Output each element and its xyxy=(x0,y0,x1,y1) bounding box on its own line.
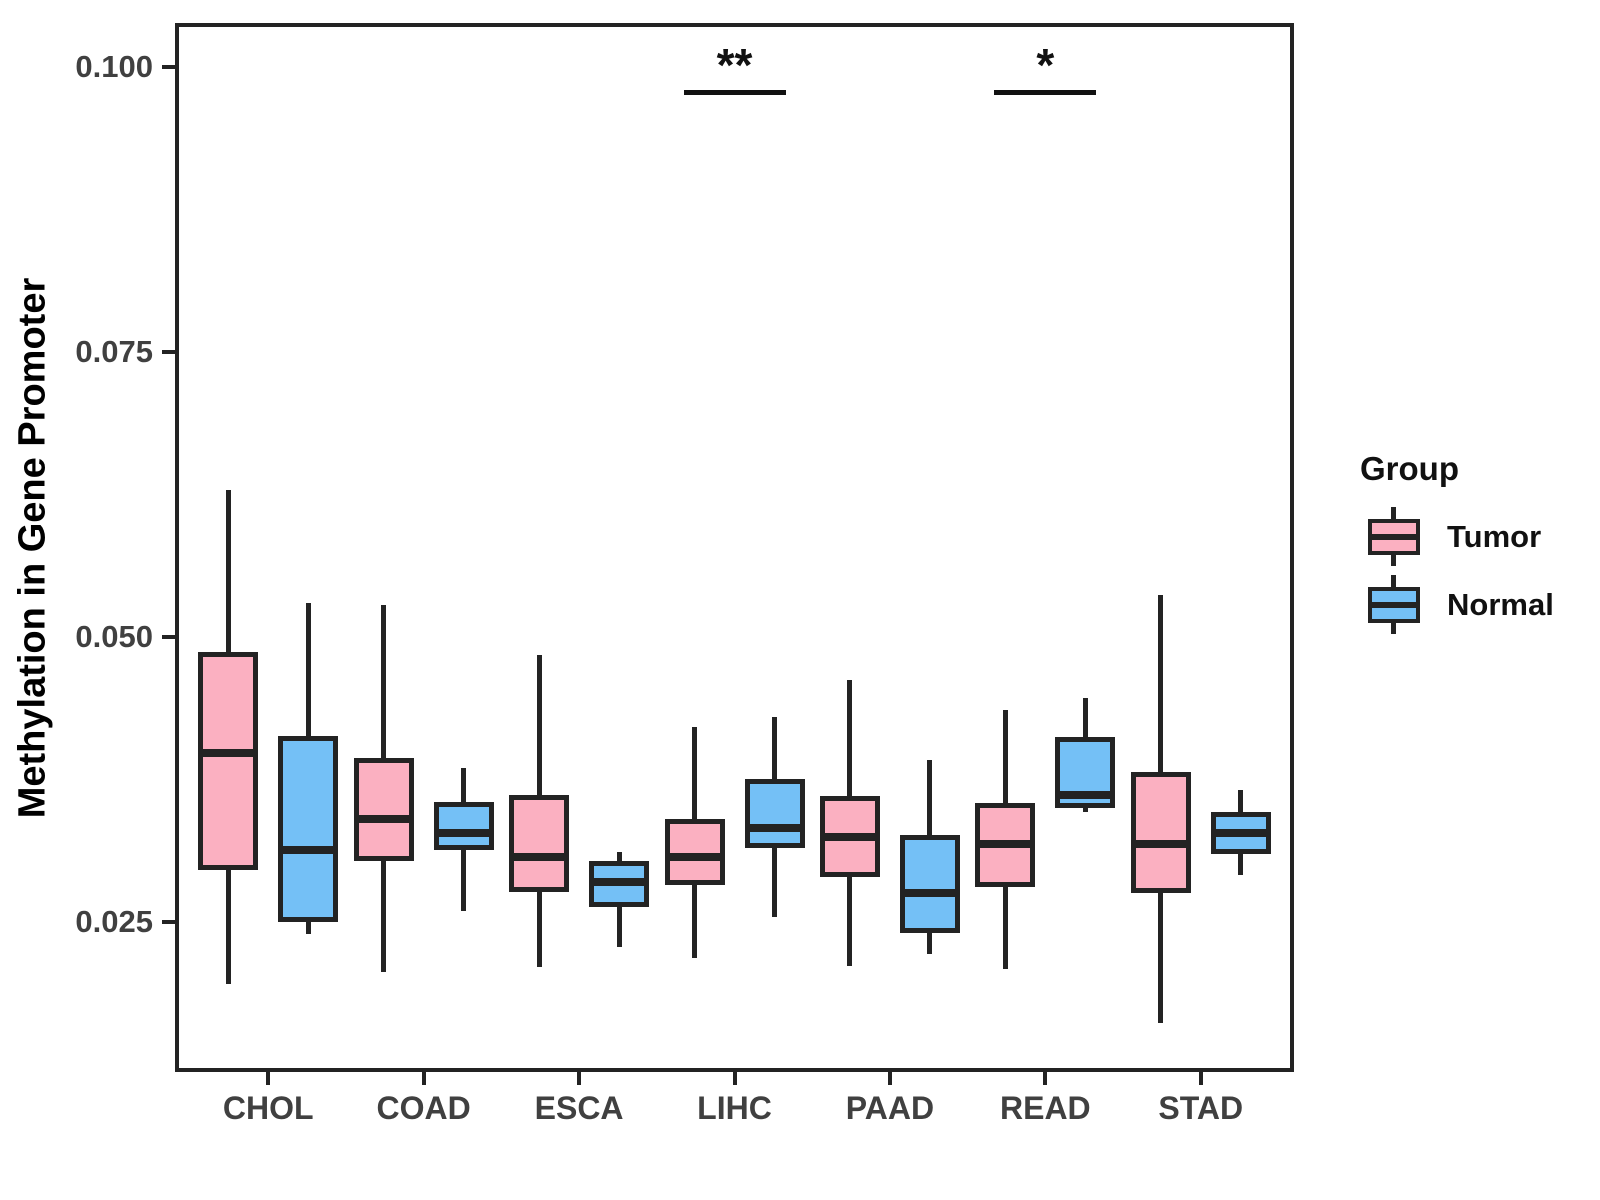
tumor-median-LIHC xyxy=(669,852,720,861)
legend-tumor-median xyxy=(1372,534,1416,540)
tumor-box-ESCA xyxy=(509,795,570,893)
tumor-box-STAD xyxy=(1130,772,1191,894)
y-axis-tick xyxy=(162,65,175,70)
legend-tumor-label: Tumor xyxy=(1447,519,1542,554)
x-axis-tick-label: COAD xyxy=(376,1090,471,1126)
normal-median-ESCA xyxy=(594,877,645,886)
normal-box-COAD xyxy=(433,802,494,850)
x-axis-tick xyxy=(1043,1072,1048,1085)
y-axis-tick-label: 0.025 xyxy=(75,903,153,939)
tumor-median-ESCA xyxy=(514,852,565,861)
normal-box-PAAD xyxy=(899,835,960,934)
significance-bar-READ xyxy=(994,90,1097,96)
x-axis-tick-label: READ xyxy=(999,1090,1091,1126)
significance-bar-LIHC xyxy=(683,90,786,96)
x-axis-tick xyxy=(577,1072,582,1085)
tumor-median-STAD xyxy=(1135,840,1186,849)
significance-label-LIHC: ** xyxy=(716,39,753,92)
tumor-median-READ xyxy=(980,840,1031,849)
legend-title: Group xyxy=(1360,450,1459,487)
normal-box-LIHC xyxy=(744,779,805,848)
x-axis-tick-label: LIHC xyxy=(697,1090,772,1126)
x-axis-tick-label: PAAD xyxy=(845,1090,935,1126)
normal-median-CHOL xyxy=(283,845,334,854)
x-axis-tick xyxy=(887,1072,892,1085)
legend-normal-median xyxy=(1372,602,1416,608)
tumor-median-COAD xyxy=(358,815,409,824)
normal-median-PAAD xyxy=(904,889,955,898)
normal-box-CHOL xyxy=(278,736,339,922)
y-axis-tick-label: 0.100 xyxy=(75,49,153,85)
tumor-median-CHOL xyxy=(203,749,254,758)
normal-median-READ xyxy=(1060,791,1111,800)
x-axis-tick xyxy=(1198,1072,1203,1085)
significance-label-READ: * xyxy=(1036,39,1055,92)
tumor-median-PAAD xyxy=(824,833,875,842)
x-axis-tick-label: CHOL xyxy=(222,1090,314,1126)
tumor-box-LIHC xyxy=(664,819,725,886)
tumor-box-COAD xyxy=(353,757,414,862)
y-axis-tick-label: 0.050 xyxy=(75,618,153,654)
x-axis-tick xyxy=(421,1072,426,1085)
x-axis-tick xyxy=(266,1072,271,1085)
y-axis-tick xyxy=(162,919,175,924)
y-axis-tick-label: 0.075 xyxy=(75,334,153,370)
normal-median-LIHC xyxy=(749,824,800,833)
legend-normal-label: Normal xyxy=(1447,587,1554,622)
y-axis-tick xyxy=(162,350,175,355)
x-axis-tick-label: ESCA xyxy=(534,1090,624,1126)
normal-median-STAD xyxy=(1215,828,1266,837)
tumor-box-CHOL xyxy=(198,651,259,871)
plot-panel xyxy=(175,23,1294,1072)
normal-median-COAD xyxy=(438,828,489,837)
y-axis-tick xyxy=(162,634,175,639)
x-axis-tick xyxy=(732,1072,737,1085)
x-axis-tick-label: STAD xyxy=(1158,1090,1244,1126)
